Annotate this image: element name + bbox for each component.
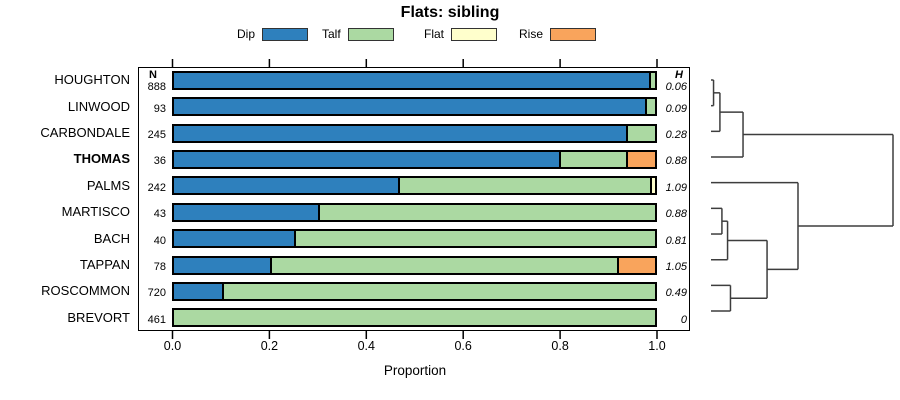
bar-segment-talf	[270, 257, 617, 273]
stacked-bar-bach	[172, 229, 657, 249]
x-tick-label: 0.0	[163, 339, 182, 353]
bar-segment-talf	[649, 72, 655, 88]
x-tick-label: 0.2	[260, 339, 279, 353]
h-value: H 0.06	[659, 69, 687, 93]
legend-swatch-talf	[347, 28, 394, 41]
stacked-bar-carbondale	[172, 123, 657, 143]
stacked-bar-linwood	[172, 97, 657, 117]
legend-swatch-dip	[262, 28, 309, 41]
bar-segment-talf	[174, 310, 655, 326]
bar-segment-dip	[174, 72, 650, 88]
n-value-text: 888	[147, 81, 166, 93]
bar-segment-dip	[174, 283, 223, 299]
legend-label: Talf	[322, 27, 341, 41]
h-value: 0.88	[665, 155, 687, 168]
legend-label: Flat	[424, 27, 445, 41]
h-column-header: H	[675, 69, 683, 81]
bar-segment-dip	[174, 151, 559, 167]
bar-segment-talf	[222, 283, 655, 299]
h-value: 0.49	[665, 287, 687, 300]
legend-item-flat: Flat	[424, 27, 498, 42]
stacked-bar-houghton	[172, 70, 657, 90]
x-axis-label: Proportion	[383, 363, 447, 378]
stacked-bar-brevort	[172, 308, 657, 328]
h-value: 0	[680, 313, 687, 326]
n-value: 40	[153, 234, 166, 247]
n-value: 242	[147, 181, 166, 194]
bar-segment-rise	[616, 257, 655, 273]
n-value: 245	[147, 129, 166, 141]
row-label-roscommon: ROSCOMMON	[41, 283, 130, 299]
x-tick-label: 0.6	[454, 339, 472, 353]
stacked-bar-palms	[172, 176, 657, 196]
legend-item-dip: Dip	[237, 27, 309, 42]
h-value: 1.09	[665, 181, 687, 194]
h-value: 0.88	[665, 208, 687, 221]
plot-area-frame	[138, 67, 690, 331]
n-value: N 888	[140, 69, 166, 93]
n-column-header: N	[149, 69, 157, 81]
stacked-bar-martisco	[172, 202, 657, 222]
bar-segment-talf	[397, 178, 651, 194]
stacked-bar-thomas	[172, 149, 657, 169]
legend-swatch-flat	[451, 28, 498, 41]
x-tick-label: 0.4	[357, 339, 375, 353]
bar-segment-dip	[174, 204, 319, 220]
bar-segment-talf	[558, 151, 627, 167]
row-label-palms: PALMS	[86, 177, 130, 193]
h-value: 0.09	[665, 102, 687, 115]
h-value-text: 0.06	[665, 81, 687, 93]
chart-title: Flats: sibling	[400, 4, 500, 21]
bar-segment-dip	[174, 231, 295, 247]
x-tick-label: 1.0	[648, 339, 666, 353]
n-value: 720	[147, 287, 166, 300]
bar-segment-flat	[650, 178, 655, 194]
bar-segment-talf	[626, 125, 655, 141]
n-value: 461	[147, 313, 166, 326]
bar-segment-dip	[174, 178, 398, 194]
bar-segment-rise	[626, 151, 655, 167]
n-value: 43	[153, 208, 166, 221]
row-label-houghton: HOUGHTON	[54, 72, 130, 88]
legend-item-rise: Rise	[519, 27, 597, 42]
h-value: 0.81	[665, 234, 687, 247]
row-label-linwood: LINWOOD	[67, 98, 130, 114]
row-label-bach: BACH	[93, 230, 130, 246]
bar-segment-dip	[174, 257, 271, 273]
row-label-carbondale: CARBONDALE	[40, 125, 130, 140]
row-label-brevort: BREVORT	[67, 309, 130, 325]
bar-segment-dip	[174, 99, 646, 115]
row-label-thomas: THOMAS	[73, 151, 130, 167]
x-tick-label: 0.8	[551, 339, 569, 353]
bar-segment-talf	[294, 231, 655, 247]
n-value: 78	[153, 261, 166, 273]
bar-segment-talf	[645, 99, 655, 115]
legend-swatch-rise	[550, 28, 597, 41]
stacked-bar-roscommon	[172, 281, 657, 301]
h-value: 1.05	[665, 261, 687, 273]
n-value: 36	[153, 155, 166, 168]
bar-segment-dip	[174, 125, 627, 141]
legend-label: Rise	[519, 27, 544, 41]
bar-segment-talf	[318, 204, 655, 220]
stacked-bar-tappan	[172, 255, 657, 275]
legend-label: Dip	[237, 27, 256, 41]
h-value: 0.28	[665, 129, 687, 141]
legend-item-talf: Talf	[322, 27, 394, 42]
row-label-martisco: MARTISCO	[61, 204, 130, 220]
n-value: 93	[153, 102, 166, 115]
row-label-tappan: TAPPAN	[79, 257, 130, 272]
